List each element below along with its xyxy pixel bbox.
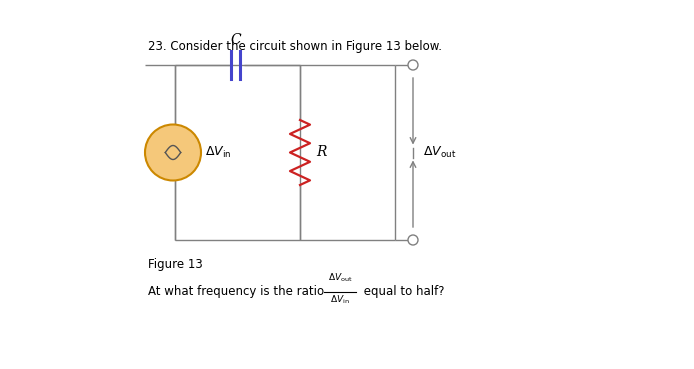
Text: $\Delta V_{\mathrm{in}}$: $\Delta V_{\mathrm{in}}$	[205, 145, 231, 160]
Circle shape	[408, 60, 418, 70]
Circle shape	[145, 124, 201, 180]
Text: C: C	[230, 33, 241, 47]
Circle shape	[408, 235, 418, 245]
Text: R: R	[316, 145, 326, 159]
Text: $\Delta V_{\mathrm{out}}$: $\Delta V_{\mathrm{out}}$	[423, 145, 456, 160]
Text: $\Delta V_{\mathrm{out}}$: $\Delta V_{\mathrm{out}}$	[328, 272, 353, 284]
Text: $\Delta V_{\mathrm{in}}$: $\Delta V_{\mathrm{in}}$	[330, 293, 350, 306]
Text: 23. Consider the circuit shown in Figure 13 below.: 23. Consider the circuit shown in Figure…	[148, 40, 442, 53]
Text: At what frequency is the ratio: At what frequency is the ratio	[148, 285, 328, 298]
Text: equal to half?: equal to half?	[360, 285, 444, 298]
Text: Figure 13: Figure 13	[148, 258, 203, 271]
